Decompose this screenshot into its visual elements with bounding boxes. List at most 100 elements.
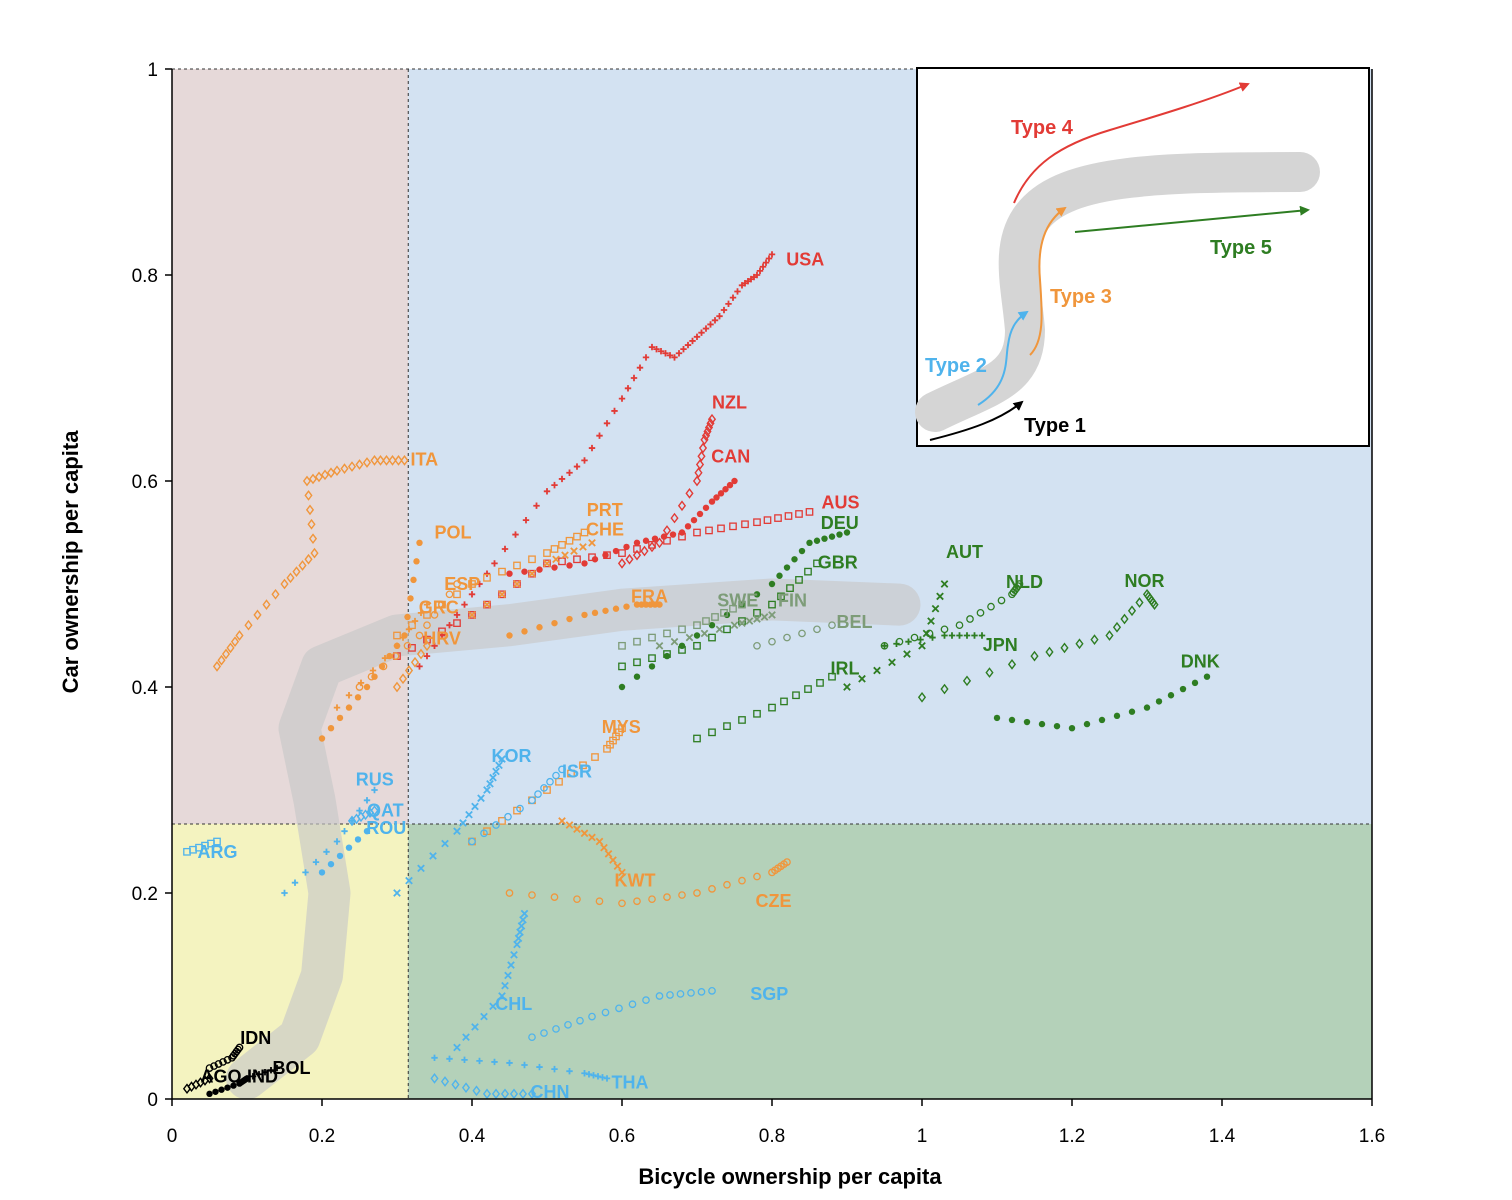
- type1-arrow: [929, 400, 1024, 441]
- data-point-usa: [453, 611, 461, 619]
- data-point-pol: [336, 714, 344, 722]
- data-point-kor: [459, 819, 467, 827]
- data-point-bel: [798, 629, 806, 638]
- inset-band: [915, 152, 1320, 432]
- data-point-chl: [507, 961, 515, 969]
- data-point-gbr: [633, 658, 641, 667]
- data-point-bel: [753, 641, 761, 650]
- data-point-chn: [509, 1088, 519, 1100]
- data-point-nzl: [698, 442, 708, 454]
- data-point-dnk: [1155, 698, 1163, 705]
- data-point-aut: [873, 666, 881, 675]
- data-point-aus: [693, 528, 701, 537]
- data-point-fin: [745, 617, 754, 625]
- data-point-ita: [308, 533, 318, 545]
- y-tick-label: 0: [147, 1090, 158, 1111]
- data-point-can: [612, 547, 620, 555]
- data-point-kor: [465, 810, 473, 819]
- data-point-usa: [446, 622, 453, 629]
- data-point-usa: [491, 560, 498, 567]
- data-point-usa: [573, 463, 581, 470]
- data-point-can: [696, 510, 704, 518]
- data-point-isr: [546, 777, 554, 786]
- y-tick-label: 1: [147, 60, 158, 81]
- data-point-mys: [591, 753, 599, 761]
- data-point-ind: [224, 1084, 231, 1091]
- country-label-can: CAN: [711, 446, 750, 466]
- data-point-usa: [765, 255, 773, 262]
- data-point-dnk: [1023, 718, 1031, 726]
- data-point-fin: [753, 615, 761, 623]
- data-point-grc: [345, 692, 353, 699]
- data-point-can: [713, 494, 720, 501]
- data-point-dnk: [1143, 704, 1151, 711]
- data-point-aus: [483, 600, 491, 609]
- data-point-prt: [498, 567, 506, 576]
- data-point-ita: [244, 619, 253, 631]
- data-point-idn: [234, 1045, 242, 1054]
- data-point-aus: [663, 536, 671, 545]
- data-point-mys: [579, 761, 587, 770]
- y-tick-label: 0.6: [132, 472, 158, 493]
- data-point-prt: [550, 545, 559, 553]
- data-point-che: [552, 555, 560, 564]
- data-point-che: [498, 590, 506, 599]
- data-point-tha: [476, 1057, 483, 1065]
- data-point-chn: [472, 1085, 481, 1097]
- data-point-chl: [514, 934, 523, 943]
- data-point-tha: [536, 1063, 543, 1071]
- data-point-usa: [596, 432, 603, 439]
- data-point-deu: [768, 580, 776, 588]
- data-point-aus: [717, 524, 725, 533]
- data-point-kor: [477, 794, 485, 803]
- data-point-bol: [249, 1073, 257, 1080]
- data-point-ita: [235, 630, 244, 641]
- data-point-deu: [693, 632, 701, 639]
- data-point-nor: [1030, 650, 1039, 662]
- data-point-grc: [333, 704, 341, 711]
- data-point-chl: [519, 915, 527, 924]
- data-point-deu: [828, 533, 836, 540]
- country-label-fin: FIN: [778, 590, 807, 610]
- data-point-usa: [461, 601, 468, 608]
- data-point-cze: [678, 891, 686, 899]
- data-point-kwt: [609, 856, 617, 864]
- data-point-kwt: [565, 821, 574, 829]
- data-point-gbr: [723, 625, 731, 634]
- data-point-kor: [492, 767, 500, 776]
- data-point-cze: [573, 895, 581, 904]
- country-label-cze: CZE: [756, 891, 792, 911]
- data-point-kor: [417, 864, 425, 873]
- inset-label-type4: Type 4: [1011, 117, 1074, 139]
- data-point-irl: [780, 697, 788, 706]
- data-point-dnk: [1098, 716, 1106, 724]
- data-point-can: [521, 568, 528, 575]
- data-point-ita: [271, 588, 280, 600]
- x-tick-label: 0.2: [309, 1126, 335, 1147]
- data-point-aut: [931, 604, 940, 613]
- data-point-chn: [482, 1088, 492, 1100]
- data-point-nor: [1105, 630, 1114, 641]
- data-point-usa: [675, 350, 683, 357]
- data-point-nzl: [655, 537, 664, 549]
- data-point-usa: [768, 251, 776, 258]
- country-label-kor: KOR: [492, 746, 532, 766]
- trend-band: [226, 578, 921, 1100]
- data-point-ita: [370, 455, 379, 466]
- data-point-pol: [363, 683, 371, 691]
- country-label-irl: IRL: [831, 658, 860, 678]
- data-point-cze: [528, 891, 536, 899]
- data-point-irl: [804, 685, 812, 693]
- data-point-pol: [416, 539, 423, 546]
- data-point-cze: [550, 893, 559, 901]
- data-point-esp: [445, 590, 454, 599]
- data-point-usa: [522, 516, 530, 524]
- data-point-grc: [381, 654, 389, 662]
- data-point-nzl: [692, 475, 702, 487]
- country-label-swe: SWE: [717, 590, 758, 610]
- data-point-tha: [566, 1067, 573, 1075]
- data-point-kor: [405, 876, 413, 885]
- country-label-prt: PRT: [587, 500, 623, 520]
- x-tick-label: 1: [917, 1126, 928, 1147]
- trend-band-path: [226, 578, 921, 1100]
